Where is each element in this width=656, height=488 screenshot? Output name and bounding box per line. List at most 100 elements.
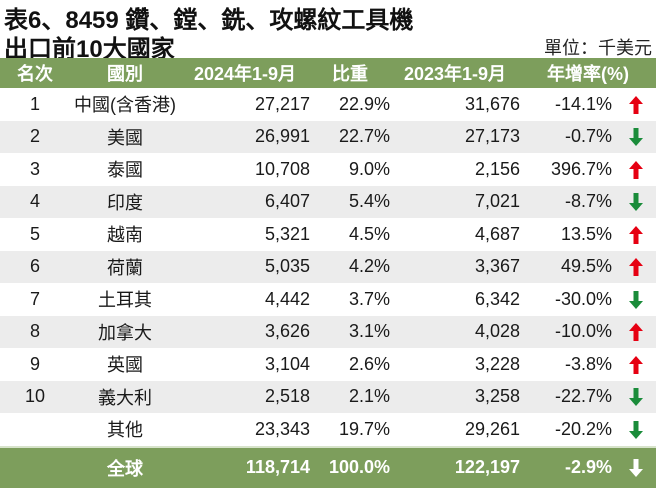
arrow-up-icon bbox=[629, 258, 643, 277]
arrow-down-icon bbox=[629, 420, 643, 439]
arrow-up-icon bbox=[629, 323, 643, 342]
trend-arrow-cell bbox=[616, 88, 656, 121]
value-2023-cell: 3,228 bbox=[474, 353, 520, 374]
trend-arrow-cell bbox=[616, 250, 656, 283]
rank-cell: 4 bbox=[0, 185, 70, 218]
col-header-share: 比重 bbox=[310, 58, 390, 88]
arrow-up-icon bbox=[629, 355, 643, 374]
growth-cell: -3.8% bbox=[564, 353, 612, 374]
trend-arrow-cell bbox=[616, 315, 656, 348]
share-cell: 9.0% bbox=[348, 158, 390, 179]
share-cell: 3.7% bbox=[348, 288, 390, 309]
growth-cell: 396.7% bbox=[550, 158, 612, 179]
value-2024-cell: 27,217 bbox=[254, 93, 310, 114]
value-2023-cell: 2,156 bbox=[474, 158, 520, 179]
value-2024-cell: 6,407 bbox=[180, 185, 310, 218]
country-cell: 英國 bbox=[107, 355, 143, 376]
value-2024-cell: 5,035 bbox=[180, 250, 310, 283]
rank-cell: 9 bbox=[29, 353, 40, 374]
share-cell: 5.4% bbox=[310, 185, 390, 218]
unit-label: 單位：千美元 bbox=[544, 38, 652, 58]
arrow-down-icon bbox=[629, 290, 643, 309]
col-header-2023: 2023年1-9月 bbox=[390, 58, 520, 88]
header-row: 名次 國別 2024年1-9月 比重 2023年1-9月 年增率(%) bbox=[0, 58, 656, 88]
value-2023-cell: 6,342 bbox=[474, 288, 520, 309]
value-2024-cell: 26,991 bbox=[180, 120, 310, 153]
country-cell: 荷蘭 bbox=[70, 250, 180, 283]
rank-cell: 10 bbox=[0, 380, 70, 413]
total-row: 全球 118,714 100.0% 122,197 -2.9% bbox=[0, 445, 656, 488]
country-cell: 美國 bbox=[70, 120, 180, 153]
country-cell: 中國(含香港) bbox=[74, 95, 176, 116]
value-2023-cell: 27,173 bbox=[390, 120, 520, 153]
value-2023-cell: 29,261 bbox=[464, 418, 520, 439]
table-title-line1: 表6、8459 鑽、鏜、銑、攻螺紋工具機 bbox=[4, 7, 414, 34]
country-cell: 泰國 bbox=[107, 160, 143, 181]
rank-cell: 7 bbox=[29, 288, 40, 309]
country-cell: 土耳其 bbox=[98, 290, 152, 311]
rank-cell: 2 bbox=[0, 120, 70, 153]
trend-arrow-cell bbox=[616, 153, 656, 186]
col-header-growth: 年增率(%) bbox=[520, 58, 656, 88]
table-row: 5 越南 5,321 4.5% 4,687 13.5% bbox=[0, 218, 656, 251]
value-2023-cell: 122,197 bbox=[390, 445, 520, 488]
rank-cell: 6 bbox=[0, 250, 70, 283]
country-cell: 印度 bbox=[70, 185, 180, 218]
value-2023-cell: 7,021 bbox=[390, 185, 520, 218]
arrow-up-icon bbox=[629, 160, 643, 179]
share-cell: 22.7% bbox=[310, 120, 390, 153]
table-row: 4 印度 6,407 5.4% 7,021 -8.7% bbox=[0, 185, 656, 218]
export-table: 名次 國別 2024年1-9月 比重 2023年1-9月 年增率(%) 1 中國… bbox=[0, 58, 656, 488]
trend-arrow-cell bbox=[616, 445, 656, 488]
arrow-up-icon bbox=[629, 95, 643, 114]
share-cell: 4.2% bbox=[310, 250, 390, 283]
trend-arrow-cell bbox=[616, 120, 656, 153]
col-header-rank: 名次 bbox=[0, 58, 70, 88]
arrow-down-icon bbox=[629, 128, 643, 147]
rank-cell: 8 bbox=[0, 315, 70, 348]
arrow-down-icon bbox=[629, 459, 643, 478]
arrow-down-icon bbox=[629, 388, 643, 407]
growth-cell: -20.2% bbox=[554, 418, 612, 439]
value-2024-cell: 10,708 bbox=[254, 158, 310, 179]
table-row: 8 加拿大 3,626 3.1% 4,028 -10.0% bbox=[0, 315, 656, 348]
country-cell: 義大利 bbox=[70, 380, 180, 413]
growth-cell: -2.9% bbox=[520, 445, 616, 488]
table-row: 3 泰國 10,708 9.0% 2,156 396.7% bbox=[0, 153, 656, 186]
col-header-2024: 2024年1-9月 bbox=[180, 58, 310, 88]
arrow-up-icon bbox=[629, 225, 643, 244]
value-2024-cell: 4,442 bbox=[264, 288, 310, 309]
growth-cell: -14.1% bbox=[554, 93, 612, 114]
growth-cell: -8.7% bbox=[520, 185, 616, 218]
table-row: 其他 23,343 19.7% 29,261 -20.2% bbox=[0, 413, 656, 447]
arrow-down-icon bbox=[629, 193, 643, 212]
rank-cell bbox=[0, 413, 70, 447]
country-cell: 全球 bbox=[70, 445, 180, 488]
value-2024-cell: 118,714 bbox=[180, 445, 310, 488]
value-2023-cell: 4,028 bbox=[390, 315, 520, 348]
share-cell: 2.6% bbox=[348, 353, 390, 374]
table-row: 2 美國 26,991 22.7% 27,173 -0.7% bbox=[0, 120, 656, 153]
growth-cell: -30.0% bbox=[554, 288, 612, 309]
share-cell: 19.7% bbox=[338, 418, 390, 439]
value-2023-cell: 4,687 bbox=[474, 223, 520, 244]
trend-arrow-cell bbox=[616, 185, 656, 218]
country-cell: 其他 bbox=[107, 420, 143, 441]
trend-arrow-cell bbox=[616, 380, 656, 413]
value-2024-cell: 5,321 bbox=[264, 223, 310, 244]
value-2024-cell: 3,104 bbox=[264, 353, 310, 374]
table-row: 9 英國 3,104 2.6% 3,228 -3.8% bbox=[0, 348, 656, 381]
share-cell: 4.5% bbox=[348, 223, 390, 244]
country-cell: 加拿大 bbox=[70, 315, 180, 348]
value-2024-cell: 2,518 bbox=[180, 380, 310, 413]
trend-arrow-cell bbox=[616, 348, 656, 381]
value-2024-cell: 23,343 bbox=[254, 418, 310, 439]
country-cell: 越南 bbox=[107, 225, 143, 246]
col-header-country: 國別 bbox=[70, 58, 180, 88]
trend-arrow-cell bbox=[616, 413, 656, 447]
share-cell: 3.1% bbox=[310, 315, 390, 348]
growth-cell: -22.7% bbox=[520, 380, 616, 413]
growth-cell: -10.0% bbox=[520, 315, 616, 348]
value-2023-cell: 3,258 bbox=[390, 380, 520, 413]
share-cell: 100.0% bbox=[310, 445, 390, 488]
